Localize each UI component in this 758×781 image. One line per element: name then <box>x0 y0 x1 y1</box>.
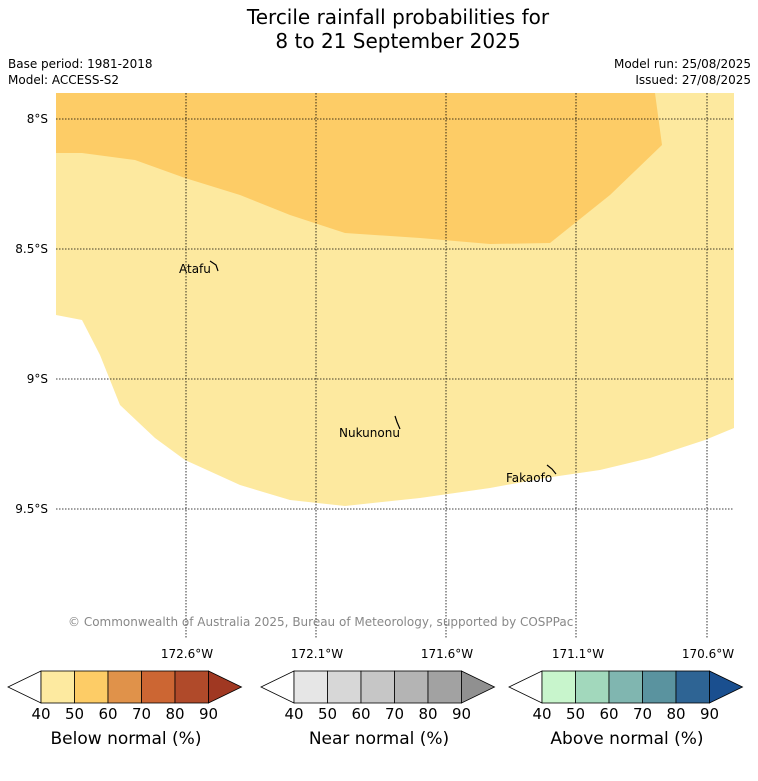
model-name: Model: ACCESS-S2 <box>8 73 120 87</box>
colorbar-near-tick: 50 <box>317 705 338 723</box>
colorbar-above-segment <box>675 670 710 704</box>
colorbar-above-segment <box>575 670 610 704</box>
colorbars <box>7 670 744 704</box>
colorbar-above-tick: 70 <box>632 705 653 723</box>
colorbar-near-tick: 60 <box>351 705 371 723</box>
colorbar-label-above: Above normal (%) <box>550 729 704 749</box>
copyright-text: © Commonwealth of Australia 2025, Bureau… <box>68 615 573 629</box>
atoll-atafu <box>209 260 219 272</box>
colorbar-below-segment <box>40 670 75 704</box>
colorbar-below-tick: 60 <box>98 705 118 723</box>
colorbar-near-over-arrow <box>461 670 496 704</box>
meta-right: Model run: 25/08/2025 Issued: 27/08/2025 <box>614 56 751 88</box>
colorbar-below-segment <box>141 670 176 704</box>
colorbar-above-segment <box>642 670 677 704</box>
colorbar-above-segment <box>608 670 643 704</box>
colorbar-above-tick: 80 <box>666 705 686 723</box>
colorbar-near-tick: 70 <box>384 705 405 723</box>
colorbar-near-under-arrow <box>260 670 295 704</box>
place-label-fakaofo: Fakaofo <box>506 471 552 485</box>
lon-label: 171.6°W <box>421 647 473 661</box>
lon-label: 170.6°W <box>682 647 734 661</box>
colorbar-below-segment <box>107 670 142 704</box>
colorbar-below-over-arrow <box>208 670 243 704</box>
colorbar-below-tick: 70 <box>131 705 152 723</box>
lon-label: 171.1°W <box>552 647 604 661</box>
lat-label: 8°S <box>27 112 48 126</box>
colorbar-above-under-arrow <box>508 670 543 704</box>
colorbar-above-over-arrow <box>709 670 744 704</box>
colorbar-below-tick: 80 <box>165 705 185 723</box>
colorbar-label-below: Below normal (%) <box>50 729 202 749</box>
colorbar-near-segment <box>427 670 462 704</box>
colorbar-near-tick: 90 <box>451 705 472 723</box>
lon-label: 172.1°W <box>291 647 343 661</box>
colorbar-near-segment <box>327 670 362 704</box>
lat-label: 9.5°S <box>15 502 48 516</box>
colorbar-near-tick: 80 <box>418 705 438 723</box>
region-below-50-60 <box>56 93 662 244</box>
place-label-atafu: Atafu <box>179 262 211 276</box>
colorbar-label-near: Near normal (%) <box>308 729 450 749</box>
colorbar-below-under-arrow <box>7 670 42 704</box>
colorbar-below-tick: 50 <box>64 705 85 723</box>
atoll-fakaofo <box>546 464 557 475</box>
colorbar-below-segment <box>174 670 209 704</box>
colorbar-near-tick: 40 <box>284 705 304 723</box>
colorbar-above-tick: 40 <box>532 705 552 723</box>
title-line-2: 8 to 21 September 2025 <box>275 29 521 53</box>
lat-label: 9°S <box>27 372 48 386</box>
lon-label: 172.6°W <box>161 647 213 661</box>
colorbar-below-tick: 90 <box>198 705 219 723</box>
colorbar-above-tick: 60 <box>599 705 619 723</box>
colorbar-near-segment <box>360 670 395 704</box>
title-line-1: Tercile rainfall probabilities for <box>246 5 550 29</box>
issued-date: Issued: 27/08/2025 <box>635 73 751 87</box>
colorbar-above-tick: 90 <box>699 705 720 723</box>
lat-label: 8.5°S <box>15 242 48 256</box>
colorbar-near-segment <box>293 670 328 704</box>
meta-left: Base period: 1981-2018 Model: ACCESS-S2 <box>8 56 153 88</box>
colorbar-below-segment <box>74 670 109 704</box>
base-period: Base period: 1981-2018 <box>8 57 153 71</box>
place-label-nukunonu: Nukunonu <box>339 426 400 440</box>
model-run: Model run: 25/08/2025 <box>613 57 751 71</box>
colorbar-below-tick: 40 <box>31 705 51 723</box>
atoll-nukunonu <box>394 415 401 430</box>
atolls <box>209 260 557 475</box>
gridlines <box>56 93 734 639</box>
colorbar-near-segment <box>394 670 429 704</box>
colorbar-above-segment <box>541 670 576 704</box>
colorbar-above-tick: 50 <box>565 705 586 723</box>
